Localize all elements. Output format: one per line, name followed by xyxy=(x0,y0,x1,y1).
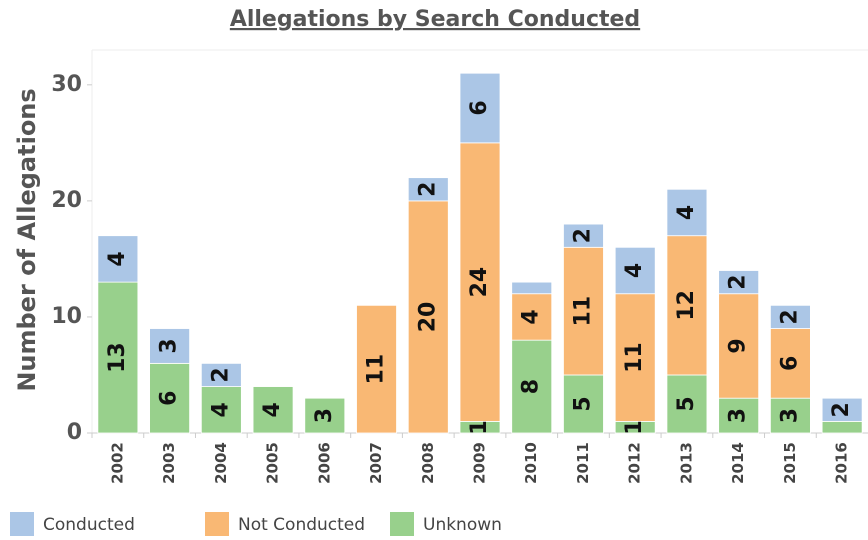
data-label: 6 xyxy=(157,391,182,406)
bar-segment xyxy=(200,386,242,434)
bar-segment xyxy=(821,397,863,422)
data-label: 11 xyxy=(622,342,647,373)
x-tick-label: 2009 xyxy=(471,442,489,484)
y-tick-label: 30 xyxy=(51,72,82,97)
bar-segment xyxy=(149,362,191,434)
bar-segment xyxy=(770,328,811,399)
bar-segment xyxy=(149,328,191,364)
bar-segment xyxy=(356,304,397,434)
data-label: 2 xyxy=(726,274,751,289)
x-tick-label: 2006 xyxy=(315,442,333,484)
bar-segment xyxy=(718,293,760,399)
data-label: 2 xyxy=(829,402,854,417)
data-label: 5 xyxy=(570,396,595,411)
legend-swatch xyxy=(390,512,414,536)
data-label: 12 xyxy=(674,290,699,321)
bar-segment xyxy=(511,281,553,295)
data-label: 5 xyxy=(674,396,699,411)
bar-segment xyxy=(407,200,449,434)
bar-segment xyxy=(304,397,346,434)
data-label: 8 xyxy=(519,379,544,394)
bar-segment xyxy=(563,223,604,248)
x-tick-label: 2011 xyxy=(574,442,592,484)
data-label: 24 xyxy=(467,267,492,298)
bar-segment xyxy=(459,142,501,422)
data-label: 11 xyxy=(570,296,595,327)
data-label: 6 xyxy=(467,100,492,115)
bar-segment xyxy=(407,177,449,202)
data-label: 13 xyxy=(105,342,130,373)
data-label: 2 xyxy=(777,309,802,324)
bar-segment xyxy=(563,246,604,376)
data-label: 4 xyxy=(260,402,285,417)
legend-label: Not Conducted xyxy=(238,515,365,535)
data-label: 4 xyxy=(519,309,544,324)
x-tick-label: 2010 xyxy=(522,442,540,484)
legend-label: Unknown xyxy=(423,515,502,535)
data-label: 2 xyxy=(208,367,233,382)
data-label: 6 xyxy=(777,356,802,371)
data-label: 2 xyxy=(415,182,440,197)
bar-segment xyxy=(511,339,553,434)
y-tick-label: 20 xyxy=(51,188,82,213)
data-label: 1 xyxy=(622,420,647,435)
bar-segment xyxy=(97,235,139,283)
x-tick-label: 2015 xyxy=(781,442,799,484)
bar-segment xyxy=(511,293,553,341)
x-tick-label: 2003 xyxy=(160,442,178,484)
bar-segment xyxy=(666,188,708,237)
y-tick-label: 10 xyxy=(51,304,82,329)
y-tick-label: 0 xyxy=(67,420,82,445)
bar-segment xyxy=(666,235,708,376)
data-label: 20 xyxy=(415,302,440,333)
bar-segment xyxy=(614,293,656,422)
data-label: 3 xyxy=(726,408,751,423)
data-label: 3 xyxy=(157,338,182,353)
legend-swatch xyxy=(10,512,34,536)
bar-segment xyxy=(770,397,811,434)
x-tick-label: 2012 xyxy=(626,442,644,484)
data-label: 1 xyxy=(467,420,492,435)
data-label: 4 xyxy=(674,205,699,220)
bar-segment xyxy=(97,281,139,434)
x-tick-label: 2014 xyxy=(729,442,747,484)
bar-segment xyxy=(200,362,242,387)
data-label: 9 xyxy=(726,338,751,353)
bar-segment xyxy=(770,304,811,329)
legend-swatch xyxy=(205,512,229,536)
data-label: 4 xyxy=(105,251,130,266)
data-label: 3 xyxy=(312,408,337,423)
x-tick-label: 2008 xyxy=(419,442,437,484)
bar-segment xyxy=(718,270,760,295)
y-axis-label: Number of Allegations xyxy=(13,88,41,391)
x-tick-label: 2013 xyxy=(677,442,695,484)
data-label: 3 xyxy=(777,408,802,423)
bar-segment xyxy=(614,246,656,295)
bar-segment xyxy=(459,72,501,144)
bar-segment xyxy=(821,420,863,434)
data-label: 4 xyxy=(622,263,647,278)
chart-title: Allegations by Search Conducted xyxy=(230,7,640,32)
bar-segment xyxy=(563,374,604,434)
data-label: 2 xyxy=(570,228,595,243)
x-tick-label: 2005 xyxy=(264,442,282,484)
data-label: 4 xyxy=(208,402,233,417)
bar-segment xyxy=(718,397,760,434)
bar-segment xyxy=(252,386,294,434)
x-tick-label: 2004 xyxy=(212,442,230,484)
x-tick-label: 2002 xyxy=(108,442,126,484)
x-tick-label: 2016 xyxy=(833,442,851,484)
data-label: 11 xyxy=(364,354,389,385)
x-tick-label: 2007 xyxy=(367,442,385,484)
legend-label: Conducted xyxy=(43,515,135,535)
